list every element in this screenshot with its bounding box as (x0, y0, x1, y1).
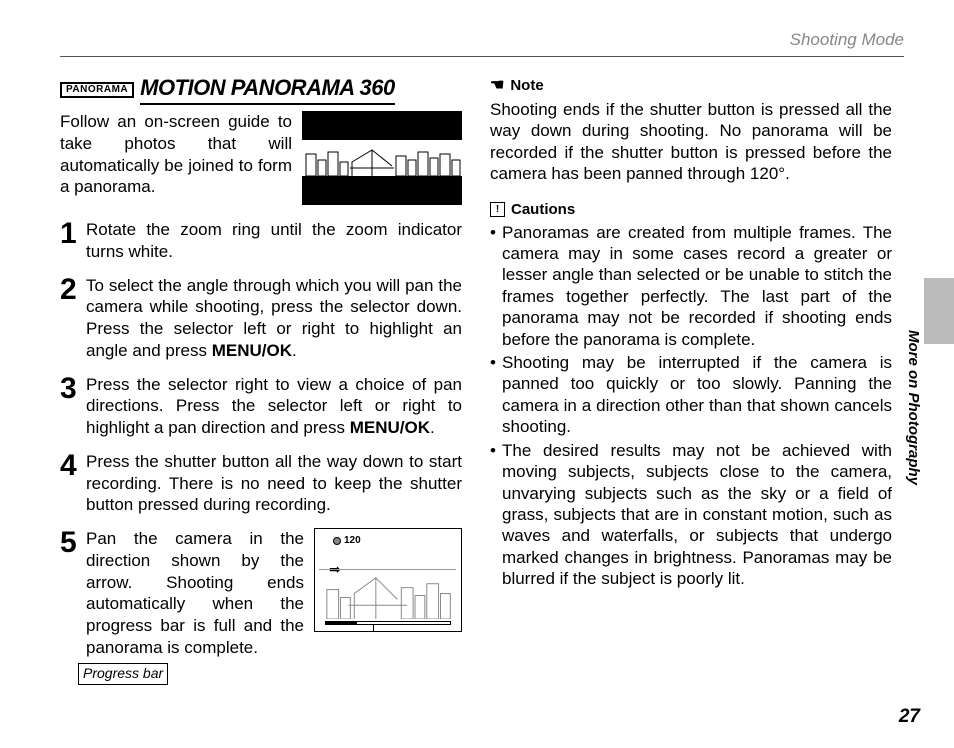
note-heading-text: Note (510, 77, 543, 94)
panorama-illustration (302, 111, 462, 205)
note-pointer-icon: ☚ (490, 75, 504, 95)
page-number: 27 (899, 706, 920, 728)
cautions-heading: ! Cautions (490, 201, 892, 218)
angle-indicator: 120 (333, 535, 361, 548)
page: Shooting Mode PANORAMA MOTION PANORAMA 3… (0, 0, 954, 748)
progress-illustration: 120 ➡ (314, 528, 462, 632)
caution-item-1: Panoramas are created from multiple fram… (490, 222, 892, 350)
step-2-menu-ok: MENU/OK (212, 341, 292, 360)
angle-dot-icon (333, 537, 341, 545)
step-2-text-c: . (292, 341, 297, 360)
panorama-badge: PANORAMA (60, 82, 134, 98)
step-1: Rotate the zoom ring until the zoom indi… (60, 219, 462, 263)
step-2: To select the angle through which you wi… (60, 275, 462, 362)
cautions-heading-text: Cautions (511, 201, 575, 218)
step-5: 120 ➡ (60, 528, 462, 659)
intro-block: Follow an on-screen guide to take photos… (60, 111, 462, 205)
note-heading: ☚ Note (490, 75, 892, 95)
right-column: ☚ Note Shooting ends if the shutter butt… (490, 75, 892, 671)
section-title: MOTION PANORAMA 360 (140, 75, 395, 105)
header-rule (60, 56, 904, 57)
step-3-menu-ok: MENU/OK (350, 418, 430, 437)
caution-item-2: Shooting may be interrupted if the camer… (490, 352, 892, 438)
note-body: Shooting ends if the shutter button is p… (490, 99, 892, 185)
title-row: PANORAMA MOTION PANORAMA 360 (60, 75, 462, 105)
progress-cityscape-icon (319, 569, 456, 619)
progress-bar (325, 621, 451, 625)
side-tab (924, 278, 954, 344)
caution-icon: ! (490, 202, 505, 217)
header-breadcrumb: Shooting Mode (60, 30, 904, 50)
content-columns: PANORAMA MOTION PANORAMA 360 (60, 75, 904, 671)
progress-figure: 120 ➡ (314, 528, 462, 632)
cautions-list: Panoramas are created from multiple fram… (490, 222, 892, 590)
caution-item-3: The desired results may not be achieved … (490, 440, 892, 590)
step-3-text-c: . (430, 418, 435, 437)
step-3: Press the selector right to view a choic… (60, 374, 462, 439)
side-section-label: More on Photography (905, 330, 922, 485)
step-4: Press the shutter button all the way dow… (60, 451, 462, 516)
angle-value: 120 (344, 535, 361, 548)
steps-list: Rotate the zoom ring until the zoom indi… (60, 219, 462, 659)
cityscape-icon (302, 146, 462, 176)
left-column: PANORAMA MOTION PANORAMA 360 (60, 75, 462, 671)
